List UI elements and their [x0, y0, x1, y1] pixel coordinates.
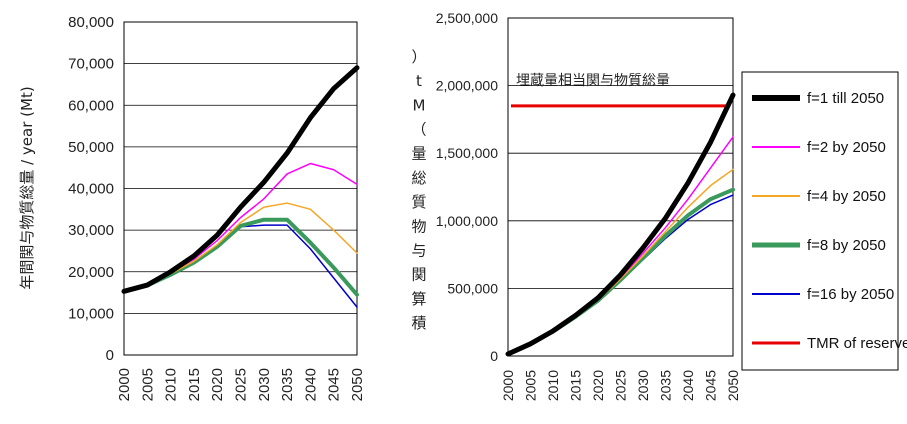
y-tick-label: 2,000,000	[436, 78, 498, 94]
y-tick-label: 50,000	[68, 139, 114, 156]
x-tick-label: 2045	[703, 370, 719, 401]
x-tick-label: 2035	[658, 370, 674, 401]
legend-label: TMR of reserves	[807, 335, 907, 352]
legend-label: f=8 by 2050	[807, 237, 886, 254]
x-tick-label: 2040	[680, 370, 696, 401]
legend-label: f=1 till 2050	[807, 90, 884, 107]
x-tick-label: 2025	[613, 370, 629, 401]
plot-area	[507, 17, 734, 357]
reserves-annotation: 埋蔵量相当関与物質総量	[516, 73, 670, 89]
y-tick-label: 2,500,000	[436, 10, 498, 26]
series-line-f1	[121, 65, 360, 294]
annual-tmr-chart: 0 10,000 20,000 30,000 40,000 50,000 60,000 70,…	[18, 14, 366, 401]
x-tick-label: 2000	[116, 368, 133, 401]
cumulative-tmr-chart: 0 500,000 1,000,000 1,500,000 2,000,000 2,500…	[411, 10, 741, 401]
y-tick-label: 0	[106, 347, 114, 364]
y-tick-label: 10,000	[68, 305, 114, 322]
x-tick-label: 2005	[139, 368, 156, 401]
y-axis-label: 年間関与物質総量 / year (Mt)	[18, 86, 36, 289]
y-tick-label: 70,000	[68, 56, 114, 73]
x-tick-label: 2025	[233, 368, 250, 401]
x-tick-label: 2010	[163, 368, 180, 401]
x-tick-label: 2030	[635, 370, 651, 401]
x-tick-label: 2045	[326, 368, 343, 401]
x-tick-label: 2050	[349, 368, 366, 401]
legend: f=1 till 2050 f=2 by 2050 f=4 by 2050 f=8 b…	[741, 71, 907, 371]
y-tick-label: 0	[490, 348, 498, 364]
series-line-f1	[505, 92, 736, 357]
y-tick-label: 20,000	[68, 264, 114, 281]
legend-label: f=4 by 2050	[807, 188, 886, 205]
x-tick-label: 2035	[279, 368, 296, 401]
y-tick-label: 40,000	[68, 181, 114, 198]
y-axis-label: 積算関与物質総量（Mt）	[411, 48, 426, 332]
x-tick-label: 2005	[523, 370, 539, 401]
legend-label: f=2 by 2050	[807, 139, 886, 156]
x-tick-label: 2000	[500, 370, 516, 401]
y-tick-label: 80,000	[68, 14, 114, 31]
y-tick-label: 1,500,000	[436, 145, 498, 161]
y-tick-label: 60,000	[68, 97, 114, 114]
x-tick-label: 2020	[209, 368, 226, 401]
y-tick-label: 500,000	[447, 280, 498, 296]
x-tick-label: 2030	[256, 368, 273, 401]
x-tick-label: 2050	[725, 370, 741, 401]
x-tick-label: 2020	[590, 370, 606, 401]
x-tick-label: 2010	[545, 370, 561, 401]
x-tick-label: 2015	[568, 370, 584, 401]
x-tick-label: 2040	[302, 368, 319, 401]
y-tick-label: 30,000	[68, 222, 114, 239]
y-tick-label: 1,000,000	[436, 213, 498, 229]
legend-label: f=16 by 2050	[807, 286, 894, 303]
x-tick-label: 2015	[186, 368, 203, 401]
legend-box	[741, 71, 899, 371]
